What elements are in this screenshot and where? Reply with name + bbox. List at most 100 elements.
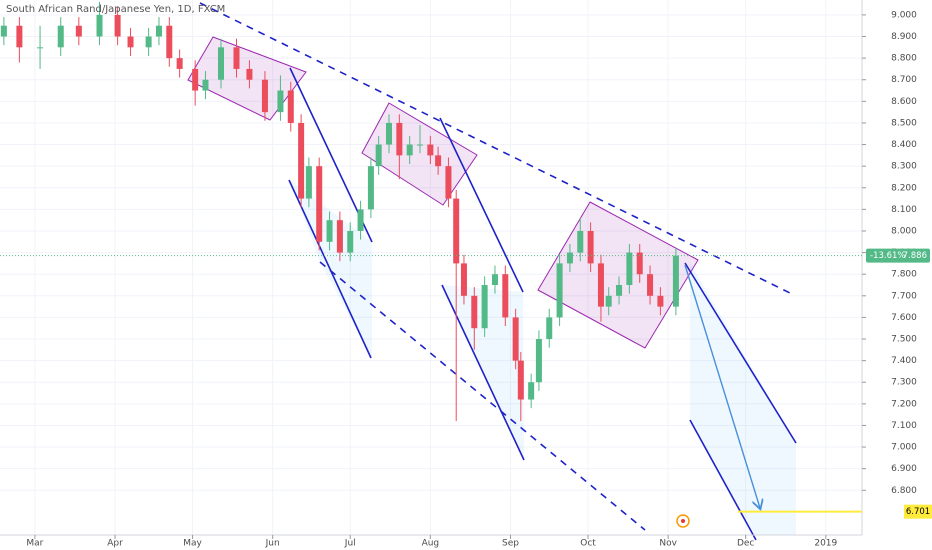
y-tick-label: 8.200 [891, 183, 917, 193]
event-icon[interactable] [676, 514, 690, 528]
candle-body [277, 90, 284, 113]
candle-body [502, 274, 509, 318]
trend-line [199, 2, 793, 295]
y-tick-label: 7.500 [891, 335, 917, 345]
candle-body [445, 166, 452, 199]
candle-body [566, 252, 573, 264]
event-icon-dot [681, 519, 685, 523]
candle-body [336, 220, 343, 253]
candle-body [385, 122, 392, 145]
candle-body [453, 198, 460, 264]
candles [0, 1, 679, 422]
shade [690, 263, 796, 535]
y-tick-label: 7.200 [891, 399, 917, 409]
candle-body [647, 274, 654, 296]
candle-body [435, 155, 442, 167]
candle-body [626, 252, 633, 286]
candle-body [657, 295, 664, 307]
y-tick-label: 8.500 [891, 118, 917, 128]
candle-body [396, 122, 403, 156]
candle-body [406, 144, 413, 156]
y-tick-label: 9.000 [891, 10, 917, 20]
grid [0, 0, 862, 535]
candle-body [605, 295, 612, 307]
candle-body [491, 274, 498, 286]
x-tick-label: Aug [422, 539, 440, 549]
candle-body [517, 360, 524, 400]
y-tick-label: 7.100 [891, 421, 917, 431]
y-tick-label: 7.700 [891, 291, 917, 301]
candle-body [587, 230, 594, 264]
candle-body [326, 220, 333, 242]
y-tick-label: 6.800 [891, 486, 917, 496]
candle-body [556, 263, 563, 318]
x-tick-label: Apr [107, 539, 123, 549]
candle-body [367, 166, 374, 210]
candle-body [145, 36, 152, 48]
candle-body [417, 144, 424, 146]
candle-body [75, 25, 82, 37]
x-tick-label: Nov [659, 539, 677, 549]
candle-body [512, 317, 519, 361]
candle-body [57, 25, 64, 48]
candle-body [528, 382, 535, 400]
x-tick-label: Mar [26, 539, 43, 549]
candle-body [96, 14, 103, 37]
candle-body [546, 317, 553, 340]
x-tick-label: Oct [580, 539, 596, 549]
candle-body [202, 79, 209, 91]
y-tick-label: 8.700 [891, 75, 917, 85]
trend-line [319, 261, 646, 531]
y-tick-label: 8.900 [891, 32, 917, 42]
target-badge [904, 504, 932, 519]
x-tick-label: 2019 [814, 539, 837, 549]
candle-body [636, 252, 643, 275]
candle-body [298, 122, 305, 199]
candle-body [535, 339, 542, 383]
candle-body [0, 25, 7, 37]
candle-body [127, 36, 134, 48]
target-label: 6.701 [906, 507, 930, 517]
candle-body [217, 47, 224, 80]
candle-body [357, 209, 364, 231]
y-tick-label: 8.100 [891, 205, 917, 215]
candle-body [427, 144, 434, 156]
chart-title: South African Rand/Japanese Yen, 1D, FXC… [6, 4, 225, 15]
last-price-badge [866, 248, 930, 263]
candle-body [347, 230, 354, 253]
candle-body [192, 68, 199, 91]
channel-line [439, 117, 524, 293]
x-tick-label: Dec [737, 539, 754, 549]
arrow [684, 264, 760, 508]
candle-body [261, 79, 268, 113]
candle-body [305, 166, 312, 199]
candle-body [246, 68, 253, 80]
y-tick-label: 7.600 [891, 313, 917, 323]
y-tick-label: 7.000 [891, 443, 917, 453]
y-tick-label: 8.600 [891, 97, 917, 107]
candle-body [16, 25, 23, 48]
candle-body [471, 295, 478, 329]
candle-body [316, 166, 323, 242]
candle-body [577, 230, 584, 253]
candle-body [375, 144, 382, 167]
y-tick-label: 8.000 [891, 226, 917, 236]
y-tick-label: 7.300 [891, 378, 917, 388]
channel-line [288, 179, 372, 359]
candle-body [37, 47, 44, 49]
y-tick-label: 8.300 [891, 162, 917, 172]
candle-body [616, 285, 623, 296]
candle-body [233, 47, 240, 69]
x-tick-label: Jul [344, 539, 356, 549]
channel-line [689, 419, 757, 541]
candle-body [287, 90, 294, 123]
y-tick-label: 8.800 [891, 54, 917, 64]
last-price-change: -13.61% [870, 251, 905, 261]
last-price-label: 7.886 [903, 251, 927, 261]
candle-body [460, 263, 467, 296]
shade [290, 180, 372, 358]
x-tick-label: May [183, 539, 202, 549]
candle-body [176, 58, 183, 69]
y-tick-label: 7.400 [891, 356, 917, 366]
